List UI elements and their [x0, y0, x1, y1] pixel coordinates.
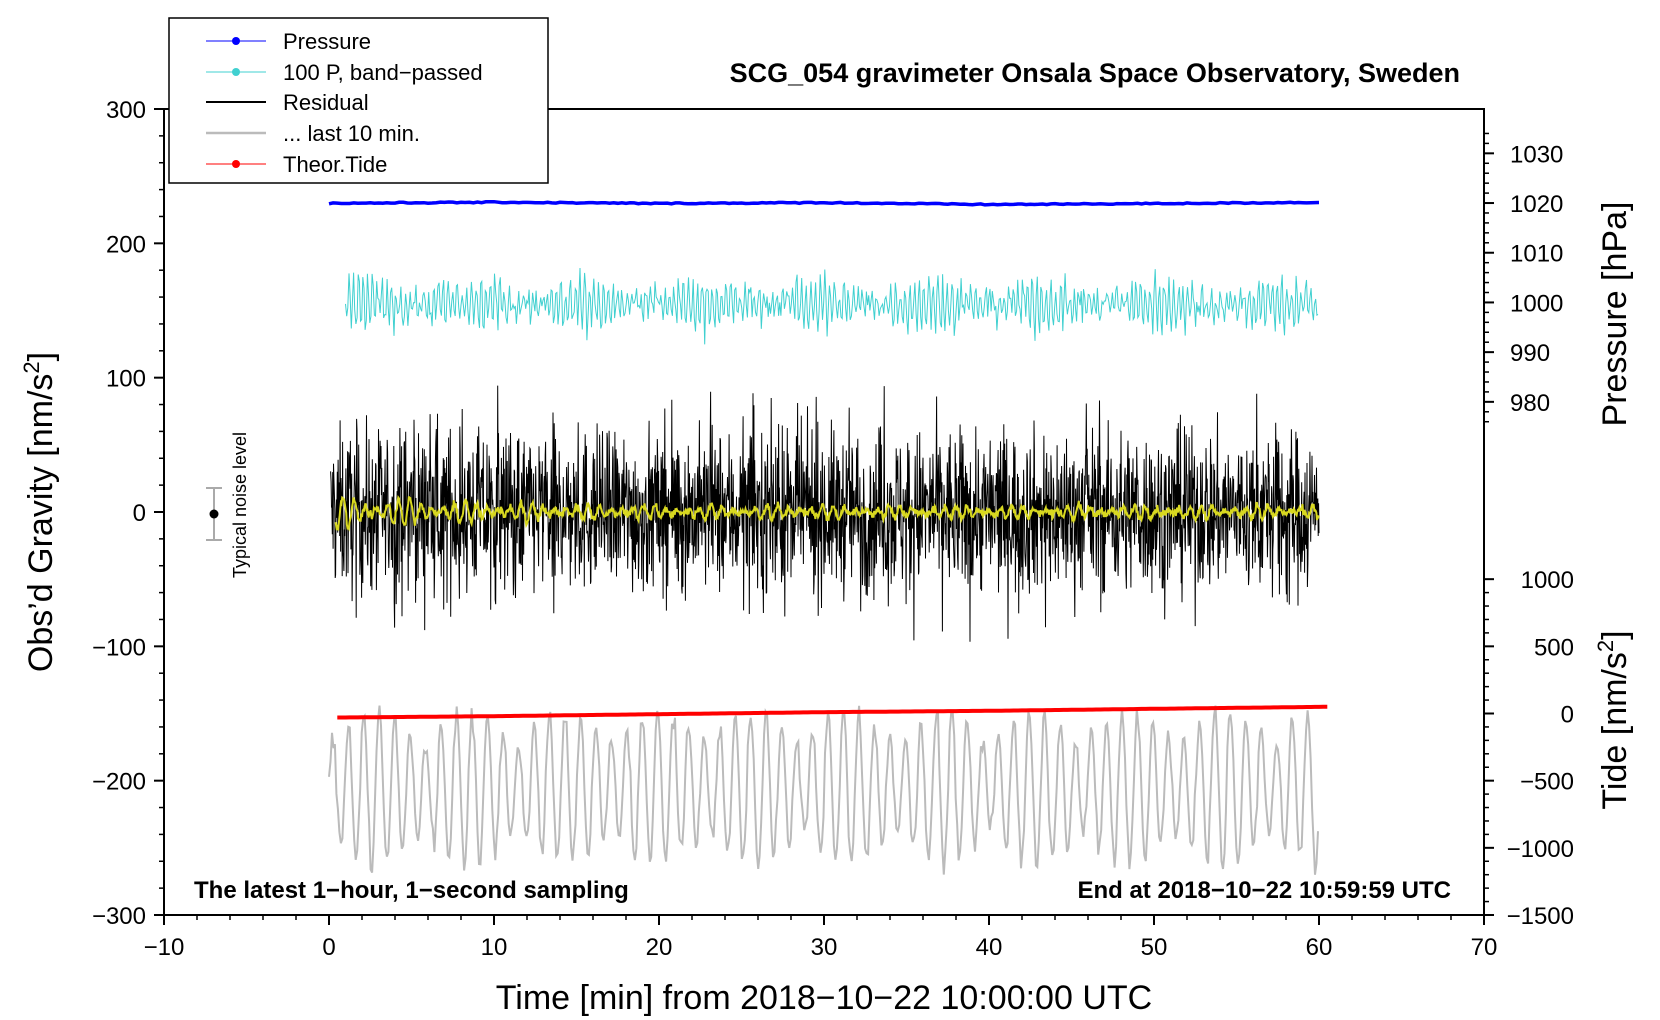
- legend-item-residual: Residual: [206, 90, 369, 115]
- x-axis-title: Time [min] from 2018−10−22 10:00:00 UTC: [496, 979, 1152, 1017]
- annotation-end-time: End at 2018−10−22 10:59:59 UTC: [1077, 877, 1451, 904]
- x-tick-label: 20: [646, 934, 673, 961]
- noise-level-bar: [206, 487, 222, 541]
- tide-tick-label: −1000: [1507, 836, 1574, 863]
- tide-tick-label: 500: [1534, 634, 1574, 661]
- filtered-residual-series: [334, 494, 1320, 532]
- svg-text:... last 10 min.: ... last 10 min.: [283, 121, 420, 146]
- x-tick-label: −10: [144, 934, 185, 961]
- svg-text:Residual: Residual: [283, 90, 369, 115]
- annotation-sampling: The latest 1−hour, 1−second sampling: [194, 877, 629, 904]
- tide-tick-label: −1500: [1507, 903, 1574, 930]
- tide-tick-label: 0: [1561, 702, 1574, 729]
- y-axis-ticks: 300 200 100 0 −100 −200 −300: [92, 97, 164, 930]
- tide-tick-label: −500: [1520, 769, 1574, 796]
- legend-item-last-10-min: ... last 10 min.: [206, 121, 420, 146]
- x-tick-label: 0: [322, 934, 335, 961]
- x-tick-label: 60: [1306, 934, 1333, 961]
- svg-text:100 P, band−passed: 100 P, band−passed: [283, 60, 483, 85]
- last-10-min-series: [328, 705, 1319, 875]
- x-tick-label: 10: [481, 934, 508, 961]
- x-axis-ticks: −10 0 10 20 30 40 50 60 70: [144, 915, 1498, 961]
- x-tick-label: 50: [1141, 934, 1168, 961]
- y-tick-label: 200: [106, 231, 146, 258]
- band-passed-line: [345, 267, 1319, 345]
- pressure-tick-label: 990: [1510, 340, 1550, 367]
- theor-tide-line: [337, 704, 1328, 720]
- last-10-min-line: [328, 705, 1319, 875]
- legend: Pressure 100 P, band−passed Residual ...…: [168, 17, 549, 184]
- legend-box: [168, 17, 549, 184]
- y-tick-label: 300: [106, 97, 146, 124]
- y-tick-label: 100: [106, 366, 146, 393]
- chart-title: SCG_054 gravimeter Onsala Space Observat…: [730, 58, 1460, 88]
- pressure-axis-title: Pressure [hPa]: [1596, 202, 1634, 427]
- pressure-tick-label: 1030: [1510, 141, 1563, 168]
- tide-tick-label: 1000: [1521, 567, 1574, 594]
- y-tick-label: 0: [133, 500, 146, 527]
- pressure-series: [328, 199, 1320, 207]
- legend-item-pressure: Pressure: [206, 29, 371, 54]
- pressure-line: [328, 199, 1320, 207]
- tide-axis-ticks: 1000 500 0 −500 −1000 −1500: [1484, 567, 1574, 930]
- theoretical-tide-series: [337, 704, 1328, 720]
- y-tick-label: −200: [92, 769, 146, 796]
- noise-level-label: Typical noise level: [230, 432, 250, 578]
- y-tick-label: −100: [92, 634, 146, 661]
- x-tick-label: 40: [976, 934, 1003, 961]
- residual-line: [330, 385, 1320, 642]
- pressure-tick-label: 1020: [1510, 191, 1563, 218]
- band-passed-pressure-series: [345, 267, 1319, 345]
- svg-text:Theor.Tide: Theor.Tide: [283, 152, 387, 177]
- pressure-tick-label: 1000: [1510, 290, 1563, 317]
- legend-item-theor-tide: Theor.Tide: [206, 152, 387, 177]
- legend-item-band-passed: 100 P, band−passed: [206, 60, 483, 85]
- svg-text:Pressure: Pressure: [283, 29, 371, 54]
- residual-series: [330, 385, 1320, 642]
- x-tick-label: 70: [1471, 934, 1498, 961]
- pressure-tick-label: 980: [1510, 390, 1550, 417]
- y-tick-label: −300: [92, 903, 146, 930]
- tide-axis-title: Tide [nm/s2]: [1593, 630, 1634, 809]
- pressure-axis-ticks: 1030 1020 1010 1000 990 980: [1484, 132, 1563, 423]
- filtered-residual-line: [334, 494, 1320, 532]
- pressure-tick-label: 1010: [1510, 241, 1563, 268]
- x-tick-label: 30: [811, 934, 838, 961]
- y-axis-title: Obs’d Gravity [nm/s2]: [19, 352, 60, 672]
